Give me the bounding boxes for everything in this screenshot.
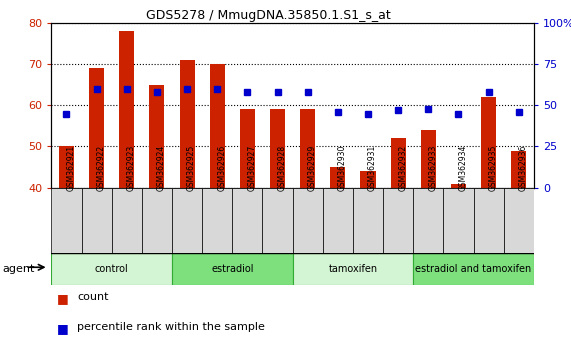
Text: control: control [95,264,128,274]
Bar [51,188,82,253]
Bar [119,31,134,188]
Bar [179,60,195,188]
Text: count: count [77,292,108,302]
Text: ■: ■ [57,292,69,305]
Text: GSM362936: GSM362936 [519,144,528,191]
Bar [89,68,104,188]
Bar [292,188,323,253]
Text: GSM362935: GSM362935 [489,144,498,191]
Text: GSM362924: GSM362924 [157,145,166,191]
Bar [172,188,202,253]
Text: percentile rank within the sample: percentile rank within the sample [77,322,265,332]
Text: GSM362923: GSM362923 [127,145,136,191]
Bar [172,253,293,285]
Bar [300,109,315,188]
Bar [82,188,112,253]
Bar [232,188,263,253]
Text: ■: ■ [57,322,69,335]
Text: GSM362934: GSM362934 [459,144,468,191]
Bar [150,85,164,188]
Bar [383,188,413,253]
Text: estradiol and tamoxifen: estradiol and tamoxifen [416,264,532,274]
Bar [413,188,444,253]
Bar [292,253,413,285]
Bar [51,253,172,285]
Bar [323,188,353,253]
Bar [112,188,142,253]
Text: tamoxifen: tamoxifen [328,264,377,274]
Bar [263,188,292,253]
Bar [413,253,534,285]
Bar [391,138,406,188]
Text: GSM362929: GSM362929 [308,145,317,191]
Bar [451,183,466,188]
Bar [421,130,436,188]
Bar [444,188,473,253]
Bar [360,171,376,188]
Bar [270,109,285,188]
Text: GSM362931: GSM362931 [368,145,377,191]
Bar [142,188,172,253]
Text: GDS5278 / MmugDNA.35850.1.S1_s_at: GDS5278 / MmugDNA.35850.1.S1_s_at [146,9,391,22]
Bar [210,64,225,188]
Text: GSM362926: GSM362926 [217,145,226,191]
Text: GSM362932: GSM362932 [398,145,407,191]
Bar [504,188,534,253]
Text: GSM362925: GSM362925 [187,145,196,191]
Bar [481,97,496,188]
Bar [202,188,232,253]
Bar [240,109,255,188]
Text: agent: agent [3,264,35,274]
Text: GSM362930: GSM362930 [338,144,347,191]
Text: GSM362928: GSM362928 [278,145,287,191]
Bar [511,150,526,188]
Text: GSM362933: GSM362933 [428,144,437,191]
Bar [353,188,383,253]
Text: GSM362922: GSM362922 [96,145,106,191]
Bar [331,167,345,188]
Bar [473,188,504,253]
Bar [59,147,74,188]
Text: GSM362927: GSM362927 [247,145,256,191]
Text: GSM362921: GSM362921 [66,145,75,191]
Text: estradiol: estradiol [211,264,254,274]
